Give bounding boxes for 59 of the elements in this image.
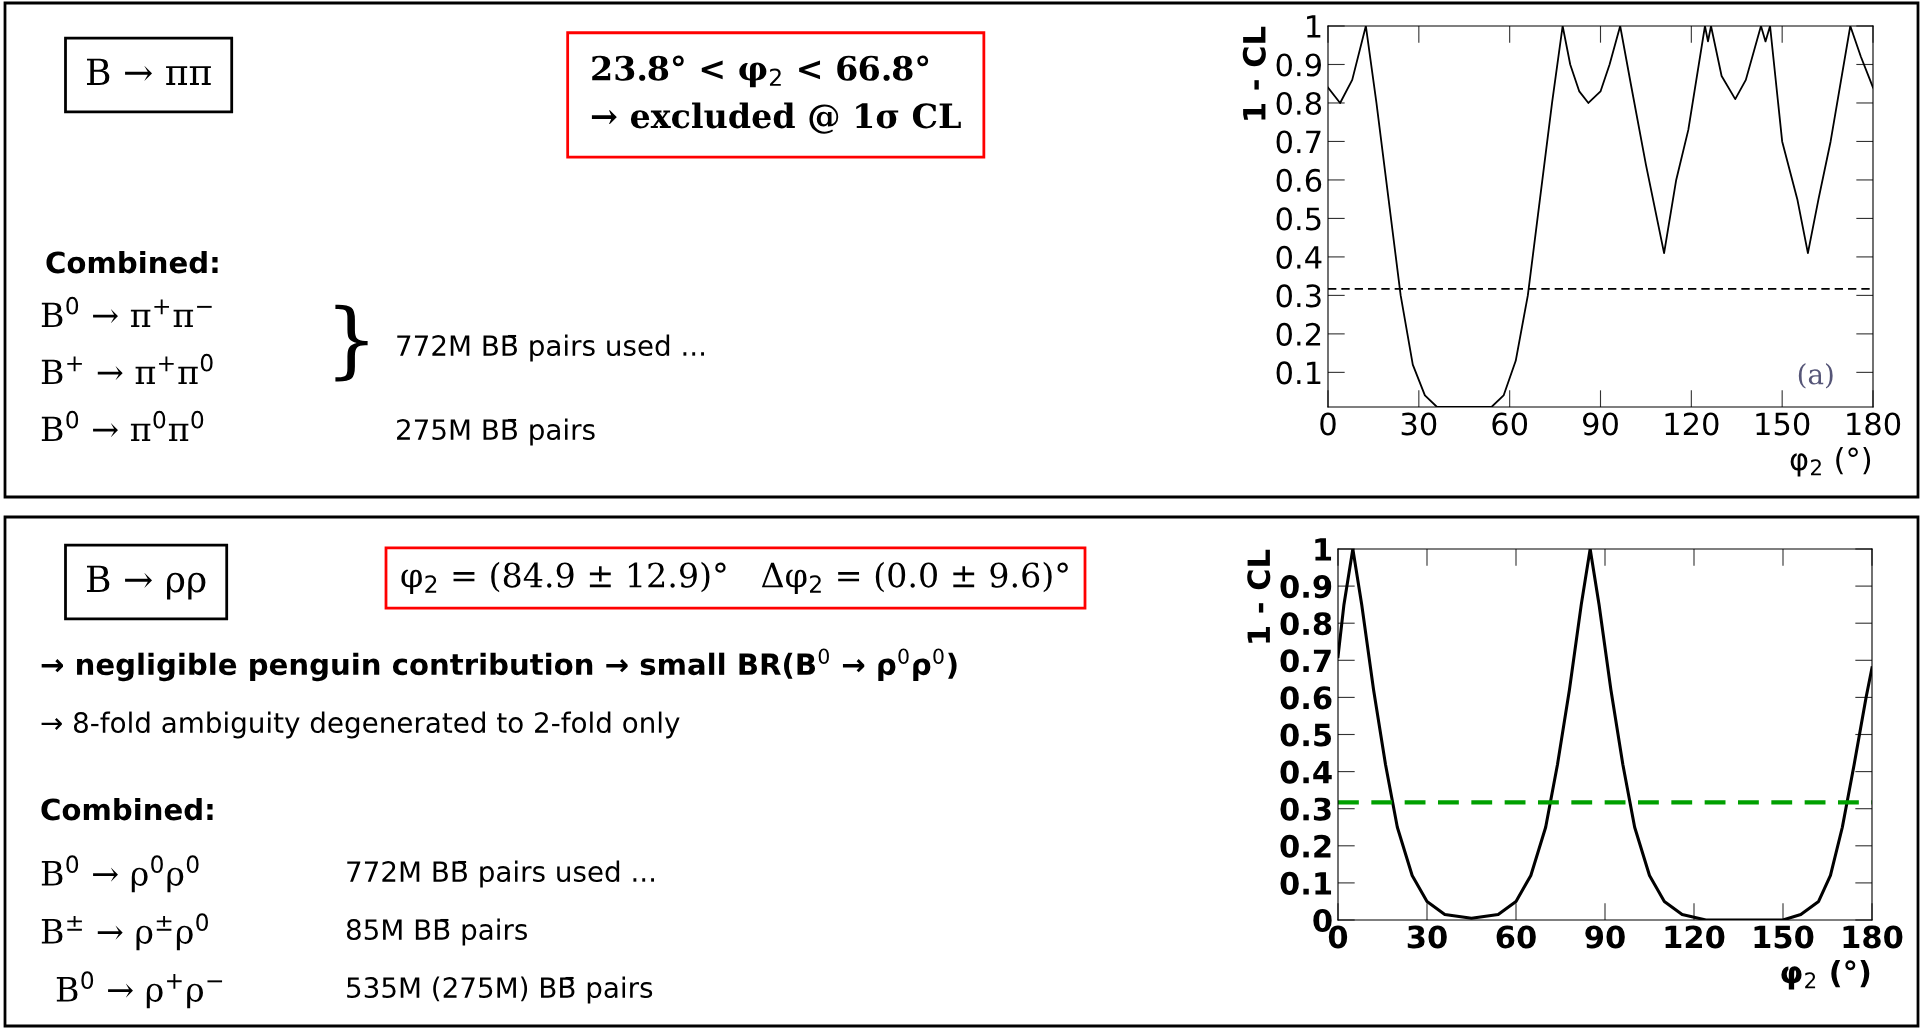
x-tick-label: 30: [1407, 925, 1447, 949]
x-tick-label: 120: [1665, 412, 1719, 436]
y-tick-label: 0.7: [1276, 130, 1321, 154]
x-tick-label: 30: [1401, 412, 1437, 436]
y-tick-label: 1: [1315, 538, 1332, 561]
x-tick-label: 180: [1847, 412, 1901, 436]
line-series: [1338, 549, 1872, 920]
y-tick-label: 0.4: [1276, 245, 1322, 269]
x-tick-label: 90: [1582, 412, 1618, 436]
text: 772M BB̄ pairs used ...: [347, 860, 654, 888]
text: 535M (275M) BB̄ pairs: [347, 976, 653, 1004]
y-tick-label: 0.6: [1280, 686, 1332, 710]
x-axis-title: φ$_{2}$ (°): [1781, 959, 1870, 990]
y-tick-label: 0.5: [1280, 723, 1332, 747]
text: B → ρρ: [86, 565, 206, 600]
text: φ$_{2}$ = (84.9 ± 12.9)° Δφ$_{2}$ = (0.0 ± 9.6)°: [401, 561, 1068, 595]
text: 772M BB̄ pairs used ...: [397, 334, 704, 362]
y-tick-label: 0.8: [1280, 612, 1332, 636]
y-axis-title: 1 - CL: [1247, 549, 1271, 643]
text: B$^{0}$ → ρ$^{+}$ρ$^{−}$: [56, 971, 223, 1009]
text: Combined:: [41, 797, 213, 821]
x-tick-label: 150: [1754, 925, 1814, 949]
text: B$^{+}$ → π$^{+}$π$^{0}$: [41, 353, 213, 384]
x-axis-title: φ$_{2}$ (°): [1790, 446, 1871, 477]
annotation: (a): [1798, 363, 1833, 389]
y-tick-label: 0.5: [1276, 207, 1321, 231]
text: B$^{±}$ → ρ$^{±}$ρ$^{0}$: [41, 913, 208, 951]
x-tick-label: 90: [1585, 925, 1625, 949]
y-tick-label: 0.9: [1276, 53, 1321, 77]
text: → negligible penguin contribution → small BR(B$^{0}$ → ρ$^{0}$ρ$^{0}$): [41, 648, 957, 682]
y-axis-title: 1 - CL: [1242, 26, 1266, 120]
y-tick-label: 0.7: [1280, 649, 1331, 673]
text: B$^{0}$ → π$^{0}$π$^{0}$: [41, 410, 204, 441]
y-tick-label: 0.8: [1276, 91, 1322, 116]
y-tick-label: 0.3: [1276, 284, 1321, 308]
y-tick-label: 0.4: [1280, 760, 1332, 784]
line-series: [1328, 26, 1873, 407]
text: B → ππ: [86, 58, 211, 85]
y-tick-label: 1: [1307, 15, 1321, 38]
y-tick-label: 0.6: [1276, 168, 1322, 192]
x-tick-label: 60: [1496, 925, 1536, 949]
text: B$^{0}$ → ρ$^{0}$ρ$^{0}$: [41, 855, 199, 893]
text: Combined:: [46, 250, 218, 274]
text: → 8-fold ambiguity degenerated to 2-fold only: [41, 711, 680, 739]
x-tick-label: 60: [1492, 412, 1528, 436]
x-tick-label: 150: [1756, 412, 1810, 436]
x-tick-label: 120: [1665, 925, 1725, 949]
text: 275M BB̄ pairs: [397, 418, 595, 446]
y-tick-label: 0.9: [1280, 575, 1332, 599]
y-tick-label: 0.2: [1280, 834, 1331, 858]
y-tick-label: 0.1: [1276, 361, 1321, 385]
y-tick-label: 0.1: [1280, 871, 1332, 895]
y-tick-label: 0.2: [1276, 322, 1321, 346]
y-tick-label: 0.3: [1280, 797, 1331, 821]
x-tick-label: 180: [1843, 925, 1903, 949]
text: }: [335, 304, 368, 382]
text: 85M BB̄ pairs: [346, 918, 527, 946]
text: 23.8° < φ$_{2}$ < 66.8° → excluded @ 1σ CL: [591, 55, 961, 134]
text: B$^{0}$ → π$^{+}$π$^{−}$: [41, 296, 212, 327]
